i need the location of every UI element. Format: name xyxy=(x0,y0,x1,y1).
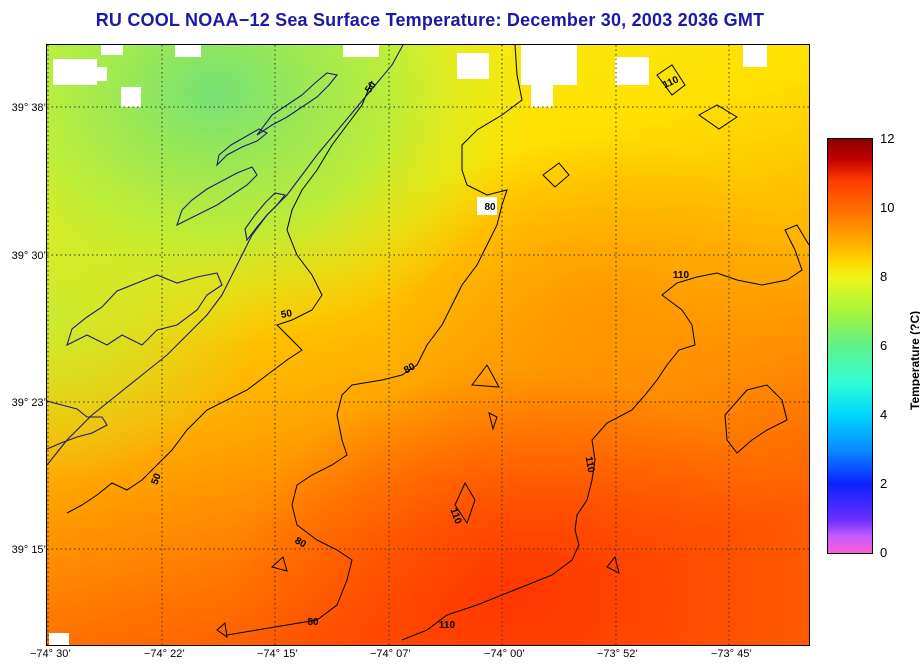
lat-label: 39° 30’ xyxy=(11,250,46,262)
colorbar xyxy=(827,138,873,554)
colorbar-label: Temperature (?C) xyxy=(908,310,920,410)
lon-label: −74° 22’ xyxy=(144,648,185,660)
contour-label: 110 xyxy=(673,270,690,281)
cloud-patches xyxy=(49,45,767,645)
contour-label: 80 xyxy=(484,202,496,213)
lat-label: 39° 38’ xyxy=(11,102,46,114)
lat-label: 39° 15’ xyxy=(11,544,46,556)
colorbar-tick: 2 xyxy=(880,476,888,491)
graticule xyxy=(47,45,809,645)
contour-label: 50 xyxy=(280,308,293,321)
lat-label: 39° 23’ xyxy=(11,397,46,409)
colorbar-tick: 0 xyxy=(880,545,888,560)
lon-label: −73° 52’ xyxy=(597,648,638,660)
lon-label: −73° 45’ xyxy=(711,648,752,660)
contour-label: 50 xyxy=(150,472,164,487)
colorbar-tick: 12 xyxy=(880,131,895,146)
map-title: RU COOL NOAA−12 Sea Surface Temperature:… xyxy=(95,10,765,30)
contour-label: 110 xyxy=(583,456,597,474)
contour-label: 80 xyxy=(307,617,319,628)
lon-label: −74° 00’ xyxy=(484,648,525,660)
lon-label: −74° 30’ xyxy=(30,648,71,660)
contour-label: 80 xyxy=(293,535,309,550)
coastline xyxy=(47,45,404,466)
contour-label: 80 xyxy=(402,361,418,376)
lon-label: −74° 07’ xyxy=(370,648,411,660)
colorbar-tick: 8 xyxy=(880,269,888,284)
lon-label: −74° 15’ xyxy=(257,648,298,660)
colorbar-tick: 10 xyxy=(880,200,895,215)
colorbar-tick: 6 xyxy=(880,338,888,353)
contour-label: 110 xyxy=(439,620,456,631)
contour-label: 110 xyxy=(447,507,463,526)
sst-map[interactable]: 50 50 50 80 80 80 80 110 110 110 110 110 xyxy=(46,44,810,646)
colorbar-tick: 4 xyxy=(880,407,888,422)
contour-lines xyxy=(66,45,809,641)
